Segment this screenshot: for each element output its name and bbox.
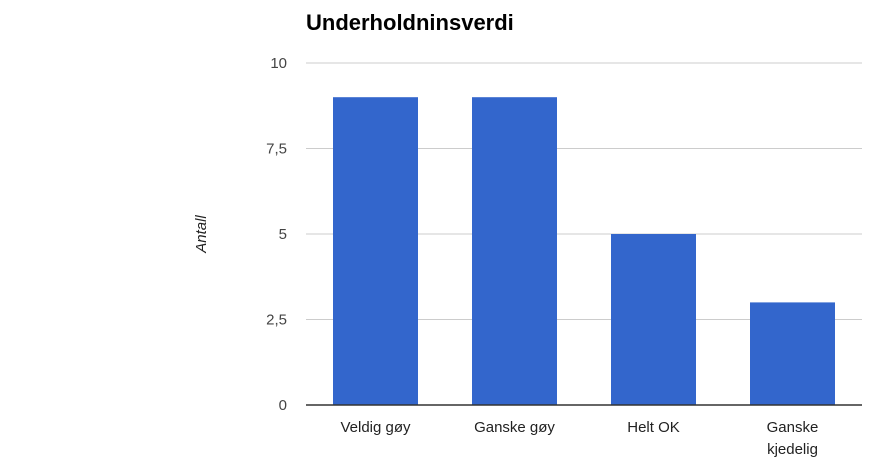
y-tick-label: 0 [279, 397, 287, 414]
y-tick-label: 10 [270, 55, 287, 72]
bar [611, 234, 696, 405]
x-tick-label: Ganske kjedelig [767, 419, 819, 458]
x-tick-label: Ganske gøy [474, 419, 555, 436]
y-tick-label: 5 [279, 226, 287, 243]
x-tick-label: Helt OK [627, 419, 680, 436]
y-axis-label: Antall [193, 215, 210, 254]
x-tick-label: Veldig gøy [340, 419, 411, 436]
x-axis-ticks: Veldig gøy Ganske gøy Helt OK Ganske kjedeli… [340, 419, 818, 458]
bar [472, 97, 557, 405]
y-tick-label: 2,5 [266, 312, 287, 329]
y-tick-label: 7,5 [266, 141, 287, 158]
bars [333, 97, 835, 405]
y-axis-ticks: 0 2,5 5 7,5 10 [266, 55, 287, 414]
chart-title: Underholdninsverdi [306, 10, 514, 35]
bar [333, 97, 418, 405]
bar [750, 302, 835, 405]
